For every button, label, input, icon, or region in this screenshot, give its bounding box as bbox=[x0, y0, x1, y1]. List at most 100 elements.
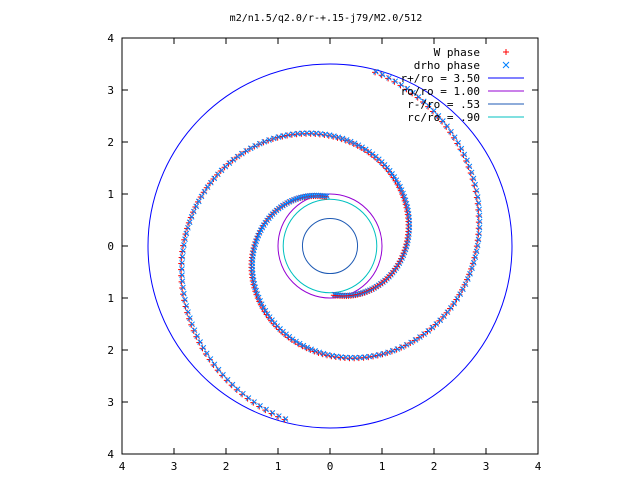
drho-phase-point bbox=[444, 123, 450, 130]
drho-phase-point bbox=[476, 218, 483, 225]
drho-phase-point bbox=[299, 130, 305, 137]
drho-phase-point bbox=[182, 296, 188, 303]
drho-phase-point bbox=[385, 349, 391, 356]
drho-phase-point bbox=[333, 353, 340, 360]
y-tick-label: 1 bbox=[107, 292, 114, 305]
drho-phase-point bbox=[448, 305, 454, 311]
drho-phase-point bbox=[204, 184, 211, 190]
drho-phase-point bbox=[430, 108, 437, 114]
drho-phase-point bbox=[179, 266, 185, 272]
drho-phase-point bbox=[421, 331, 428, 337]
drho-phase-point bbox=[468, 169, 475, 176]
drho-phase-point bbox=[472, 181, 478, 188]
drho-phase-point bbox=[469, 265, 475, 272]
drho-phase-point bbox=[476, 230, 483, 237]
drho-phase-point bbox=[308, 346, 314, 353]
drho-phase-point bbox=[458, 145, 465, 152]
legend-label: r-/ro = .53 bbox=[407, 98, 480, 111]
drho-phase-point bbox=[294, 130, 301, 137]
drho-phase-point bbox=[451, 134, 458, 141]
drho-phase-point bbox=[347, 138, 354, 145]
drho-phase-point bbox=[352, 354, 358, 361]
drho-phase-point bbox=[254, 291, 261, 297]
drho-phase-point bbox=[461, 151, 468, 158]
drho-phase-point bbox=[380, 350, 387, 357]
drho-phase-point bbox=[260, 304, 267, 311]
drho-phase-point bbox=[415, 94, 422, 100]
drho-phase-point bbox=[179, 254, 186, 260]
drho-phase-point bbox=[293, 338, 299, 345]
drho-phase-point bbox=[189, 321, 195, 328]
drho-phase-point bbox=[472, 254, 479, 260]
drho-phase-point bbox=[455, 140, 461, 146]
drho-phase-point bbox=[470, 259, 477, 266]
drho-phase-point bbox=[257, 297, 263, 304]
legend-label: drho phase bbox=[414, 59, 480, 72]
drho-phase-point bbox=[224, 376, 231, 383]
drho-phase-point bbox=[342, 354, 349, 361]
drho-phase-point bbox=[393, 177, 400, 184]
drho-phase-point bbox=[280, 133, 287, 139]
drho-phase-point bbox=[347, 354, 354, 361]
drho-phase-point bbox=[201, 188, 208, 195]
legend-label: r+/ro = 3.50 bbox=[401, 72, 480, 85]
drho-phase-point bbox=[229, 381, 236, 388]
drho-phase-point bbox=[261, 138, 268, 145]
drho-phase-point bbox=[181, 242, 187, 248]
drho-phase-point bbox=[183, 230, 190, 237]
drho-phase-point bbox=[317, 130, 324, 137]
drho-phase-point bbox=[476, 212, 483, 219]
drho-phase-point bbox=[194, 333, 201, 339]
y-tick-label: 4 bbox=[107, 32, 114, 45]
radius-circles bbox=[147, 63, 513, 429]
drho-phase-point bbox=[256, 140, 263, 147]
drho-phase-point bbox=[257, 403, 263, 409]
drho-phase-point bbox=[379, 71, 386, 78]
drho-phase-point bbox=[300, 342, 307, 349]
y-tick-label: 3 bbox=[107, 396, 114, 409]
axis-ticks bbox=[121, 37, 539, 455]
drho-phase-point bbox=[426, 103, 432, 109]
drho-phase-point bbox=[185, 224, 191, 231]
y-tick-labels: 4 3 2 1 0 1 2 3 4 bbox=[107, 32, 114, 461]
drho-phase-point bbox=[474, 242, 481, 249]
drho-phase-point bbox=[322, 131, 329, 138]
drho-phase-point bbox=[397, 183, 403, 190]
drho-phase-point bbox=[398, 81, 405, 88]
drho-phase-point bbox=[474, 194, 481, 200]
drho-phase-point bbox=[179, 278, 186, 285]
drho-phase-point bbox=[315, 192, 322, 199]
drho-phase-point bbox=[247, 145, 254, 152]
drho-phase-point bbox=[400, 190, 406, 197]
drho-phase-point bbox=[190, 208, 197, 215]
drho-phase-point bbox=[253, 287, 260, 294]
drho-phase-point bbox=[296, 340, 303, 347]
drho-phase-point bbox=[193, 203, 200, 210]
drho-phase-point bbox=[448, 128, 454, 135]
drho-phase-point bbox=[180, 248, 186, 254]
drho-phase-point bbox=[186, 219, 193, 226]
drho-phase-point bbox=[404, 85, 411, 92]
drho-phase-point bbox=[392, 78, 399, 85]
radius-circle bbox=[277, 193, 383, 299]
drho-phase-point bbox=[464, 157, 470, 164]
drho-phase-point bbox=[191, 327, 198, 334]
drho-phase-point bbox=[195, 198, 202, 205]
drho-phase-point bbox=[275, 413, 282, 419]
drho-phase-point bbox=[420, 98, 427, 105]
x-tick-label: 4 bbox=[119, 460, 126, 473]
drho-phase-point bbox=[286, 333, 293, 340]
drho-phase-point bbox=[270, 135, 277, 142]
drho-phase-point bbox=[391, 174, 398, 180]
legend-label: W phase bbox=[434, 46, 480, 59]
drho-phase-point bbox=[311, 192, 318, 199]
x-tick-label: 1 bbox=[275, 460, 282, 473]
drho-phase-point bbox=[466, 163, 473, 170]
legend-swatch bbox=[502, 61, 510, 69]
drho-phase-point bbox=[343, 137, 350, 143]
drho-phase-point bbox=[180, 290, 187, 297]
drho-phase-point bbox=[207, 179, 214, 186]
drho-phase-point bbox=[375, 351, 382, 358]
drho-phase-point bbox=[470, 175, 477, 182]
